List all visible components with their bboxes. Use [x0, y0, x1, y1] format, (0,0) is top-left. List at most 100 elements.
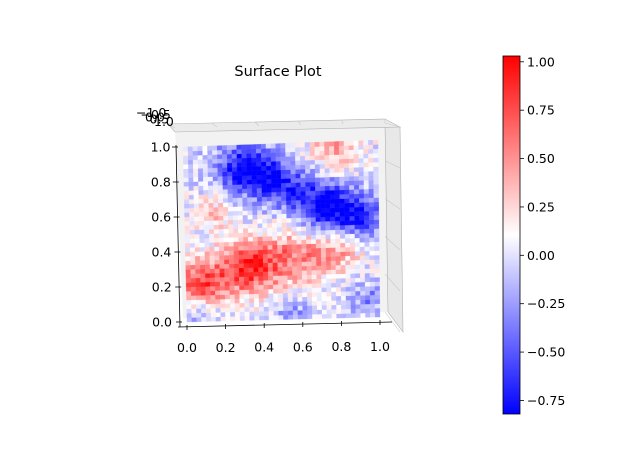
surface-cell — [319, 185, 326, 191]
surface-cell — [331, 287, 337, 292]
surface-cell — [277, 288, 284, 294]
surface-cell — [232, 188, 238, 194]
surface-cell — [189, 242, 196, 248]
surface-cell — [265, 156, 272, 162]
surface-cell — [360, 281, 366, 287]
surface-cell — [194, 242, 200, 248]
surface-cell — [271, 209, 277, 215]
surface-cell — [194, 247, 201, 252]
surface-cell — [355, 290, 361, 296]
surface-cell — [229, 294, 235, 300]
surface-cell — [257, 218, 263, 224]
surface-cell — [218, 241, 225, 247]
surface-cell — [335, 247, 341, 253]
surface-cell — [221, 145, 228, 151]
surface-cell — [209, 229, 215, 234]
surface-cell — [256, 166, 262, 171]
surface-cell — [247, 223, 253, 229]
surface-cell — [310, 172, 316, 178]
surface-cell — [275, 143, 281, 149]
surface-cell — [233, 215, 239, 220]
surface-cell — [267, 240, 273, 246]
surface-cell — [335, 229, 341, 235]
surface-cell — [301, 226, 307, 232]
surface-cell — [193, 194, 199, 200]
surface-cell — [219, 285, 226, 291]
surface-cell — [268, 275, 274, 281]
surface-cell — [373, 166, 379, 172]
surface-cell — [374, 312, 381, 318]
surface-cell — [261, 165, 267, 171]
surface-cell — [314, 159, 320, 165]
surface-cell — [241, 175, 248, 181]
surface-cell — [215, 316, 221, 322]
surface-cell — [237, 179, 243, 185]
surface-cell — [202, 163, 208, 169]
surface-cell — [306, 239, 312, 245]
surface-cell — [235, 316, 241, 321]
surface-cell — [326, 291, 332, 297]
surface-cell — [370, 308, 376, 313]
z-tick-label: 0.0 — [145, 109, 165, 124]
surface-cell — [281, 226, 288, 232]
surface-cell — [256, 161, 262, 167]
surface-cell — [374, 268, 380, 274]
surface-cell — [203, 185, 209, 191]
x-tick-label: 0.2 — [216, 340, 236, 355]
surface-cell — [205, 277, 211, 283]
surface-cell — [363, 188, 370, 194]
surface-cell — [214, 242, 220, 247]
surface-cell — [190, 264, 196, 270]
surface-cell — [253, 284, 259, 290]
surface-cell — [321, 287, 327, 293]
surface-cell — [230, 316, 236, 322]
surface-cell — [267, 262, 274, 268]
surface-cell — [192, 159, 199, 165]
surface-cell — [311, 283, 317, 289]
surface-cell — [287, 297, 294, 302]
surface-cell — [320, 243, 327, 249]
surface-cell — [197, 163, 204, 169]
surface-cell — [199, 224, 205, 230]
surface-cell — [369, 290, 376, 296]
surface-cell — [273, 306, 279, 312]
surface-cell — [315, 203, 321, 209]
surface-cell — [233, 237, 239, 242]
surface-cell — [315, 234, 322, 240]
surface-cell — [292, 266, 298, 271]
surface-cell — [369, 281, 375, 287]
surface-cell — [368, 175, 374, 181]
surface-cell — [320, 225, 326, 231]
surface-cell — [339, 167, 345, 173]
surface-cell — [228, 254, 235, 260]
surface-cell — [249, 302, 255, 308]
surface-cell — [228, 241, 234, 247]
surface-cell — [286, 231, 292, 236]
surface-cell — [334, 203, 341, 208]
surface-cell — [331, 309, 337, 314]
surface-cell — [310, 221, 317, 227]
surface-cell — [321, 282, 327, 288]
surface-cell — [345, 277, 351, 283]
surface-cell — [229, 276, 235, 282]
surface-cell — [243, 236, 249, 242]
surface-cell — [258, 275, 264, 281]
surface-cell — [355, 299, 361, 305]
surface-cell — [214, 263, 220, 269]
surface-cell — [200, 286, 206, 292]
surface-cell — [255, 144, 262, 149]
surface-cell — [249, 306, 255, 312]
surface-cell — [301, 261, 307, 267]
surface-cell — [329, 172, 335, 178]
surface-cell — [302, 305, 308, 311]
surface-cell — [338, 141, 345, 146]
surface-cell — [354, 215, 360, 221]
surface-cell — [336, 295, 342, 301]
surface-cell — [208, 185, 214, 191]
surface-cell — [291, 248, 298, 254]
surface-cell — [295, 155, 301, 161]
surface-cell — [277, 284, 284, 289]
surface-cell — [222, 175, 228, 181]
surface-cell — [243, 249, 249, 255]
